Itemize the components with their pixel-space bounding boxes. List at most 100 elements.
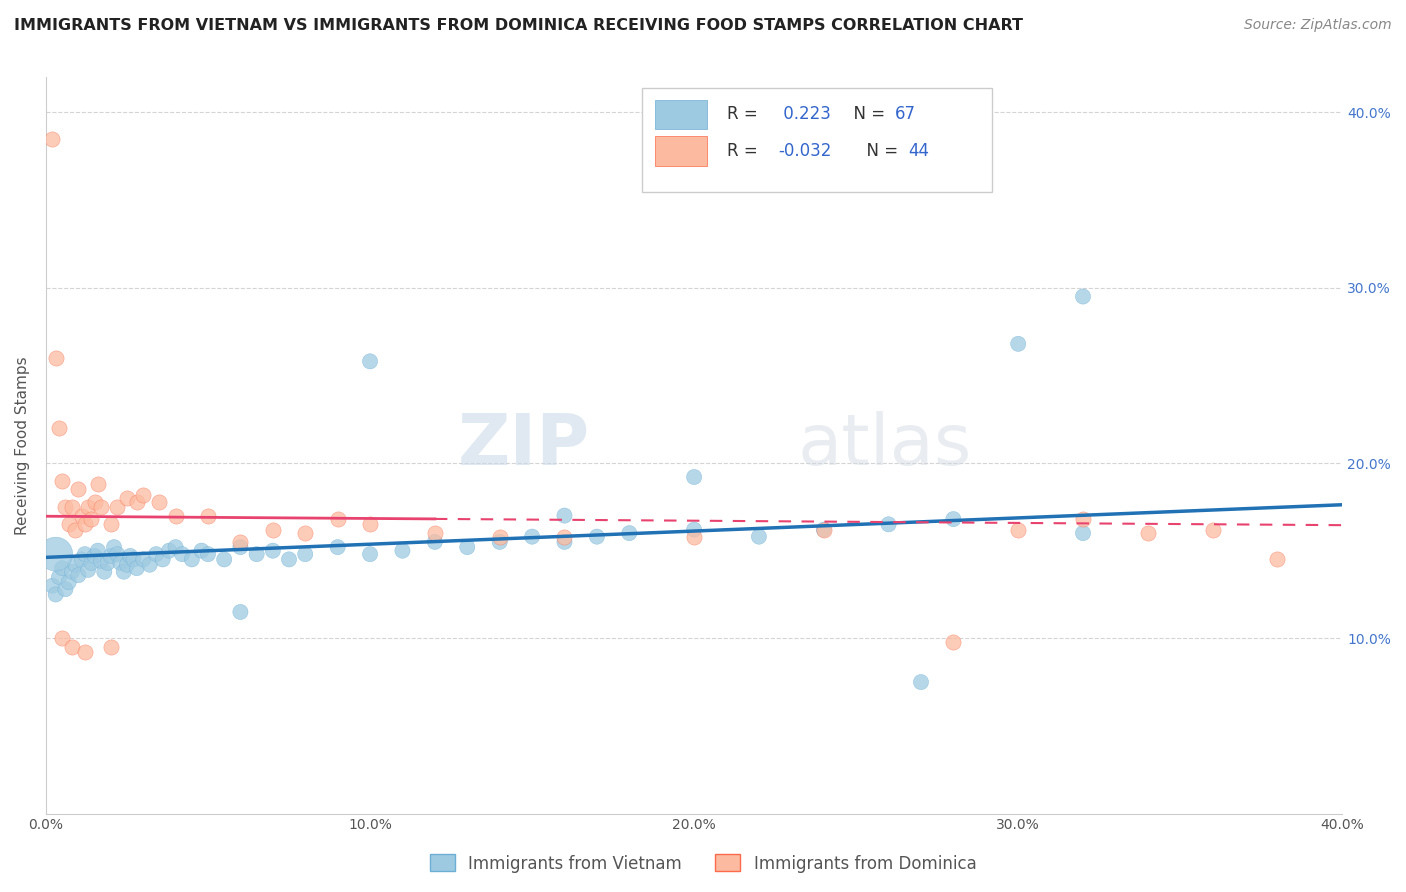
Point — [105, 547, 128, 561]
Point — [110, 556, 132, 570]
Point — [942, 512, 965, 526]
Text: R =: R = — [727, 105, 762, 123]
Point — [100, 640, 122, 654]
Point — [80, 556, 103, 570]
Point — [359, 354, 381, 368]
Point — [1071, 512, 1094, 526]
Point — [152, 552, 174, 566]
Point — [172, 547, 194, 561]
Point — [246, 547, 269, 561]
Point — [100, 517, 122, 532]
Point — [51, 474, 73, 488]
Point — [41, 132, 63, 146]
Point — [83, 549, 105, 563]
Point — [619, 526, 641, 541]
Point — [122, 552, 145, 566]
Point — [294, 526, 316, 541]
Text: N =: N = — [856, 142, 904, 160]
Bar — [643, 88, 993, 192]
Point — [1071, 289, 1094, 303]
Point — [1007, 523, 1029, 537]
Point — [326, 540, 349, 554]
Point — [683, 523, 706, 537]
Point — [80, 512, 103, 526]
Point — [456, 540, 478, 554]
Point — [41, 579, 63, 593]
Point — [942, 634, 965, 648]
Point — [67, 568, 90, 582]
Point — [100, 549, 122, 563]
Point — [115, 491, 138, 505]
Point — [145, 547, 167, 561]
Point — [125, 561, 148, 575]
Point — [103, 540, 125, 554]
Text: N =: N = — [844, 105, 890, 123]
Legend: Immigrants from Vietnam, Immigrants from Dominica: Immigrants from Vietnam, Immigrants from… — [423, 847, 983, 880]
Point — [45, 351, 67, 365]
Point — [115, 558, 138, 572]
Point — [67, 483, 90, 497]
Point — [70, 508, 93, 523]
Point — [87, 543, 110, 558]
Point — [77, 500, 100, 514]
Point — [423, 526, 446, 541]
Point — [586, 530, 609, 544]
Point — [73, 645, 96, 659]
Point — [73, 517, 96, 532]
Point — [51, 632, 73, 646]
Point — [190, 543, 212, 558]
Point — [83, 494, 105, 508]
Y-axis label: Receiving Food Stamps: Receiving Food Stamps — [15, 356, 30, 535]
Point — [70, 552, 93, 566]
Point — [165, 508, 187, 523]
Point — [148, 494, 170, 508]
Point — [1136, 526, 1159, 541]
Point — [1007, 336, 1029, 351]
Text: Source: ZipAtlas.com: Source: ZipAtlas.com — [1244, 18, 1392, 32]
Point — [488, 534, 510, 549]
Point — [60, 565, 83, 579]
Point — [157, 543, 180, 558]
Text: 67: 67 — [896, 105, 917, 123]
Point — [359, 517, 381, 532]
Point — [748, 530, 770, 544]
Point — [813, 523, 835, 537]
Point — [488, 530, 510, 544]
Point — [90, 500, 112, 514]
Bar — [655, 100, 707, 129]
Point — [553, 530, 575, 544]
Point — [48, 421, 70, 435]
Point — [877, 517, 900, 532]
Point — [553, 534, 575, 549]
Point — [212, 552, 235, 566]
Point — [262, 543, 284, 558]
Point — [391, 543, 413, 558]
Point — [77, 563, 100, 577]
Point — [112, 565, 135, 579]
Point — [45, 587, 67, 601]
Point — [93, 565, 115, 579]
Point — [1071, 526, 1094, 541]
Point — [55, 582, 77, 597]
Point — [1201, 523, 1223, 537]
Text: atlas: atlas — [797, 411, 972, 480]
Point — [51, 561, 73, 575]
Point — [553, 508, 575, 523]
Text: 0.223: 0.223 — [779, 105, 831, 123]
Point — [125, 494, 148, 508]
Point — [1267, 552, 1289, 566]
Point — [520, 530, 543, 544]
Point — [278, 552, 301, 566]
Text: IMMIGRANTS FROM VIETNAM VS IMMIGRANTS FROM DOMINICA RECEIVING FOOD STAMPS CORREL: IMMIGRANTS FROM VIETNAM VS IMMIGRANTS FR… — [14, 18, 1024, 33]
Point — [197, 508, 219, 523]
Point — [359, 547, 381, 561]
Point — [55, 500, 77, 514]
Point — [229, 534, 252, 549]
Text: R =: R = — [727, 142, 762, 160]
Point — [63, 558, 86, 572]
Point — [683, 470, 706, 484]
Point — [138, 558, 160, 572]
Text: 44: 44 — [908, 142, 929, 160]
Point — [910, 675, 932, 690]
Point — [423, 534, 446, 549]
